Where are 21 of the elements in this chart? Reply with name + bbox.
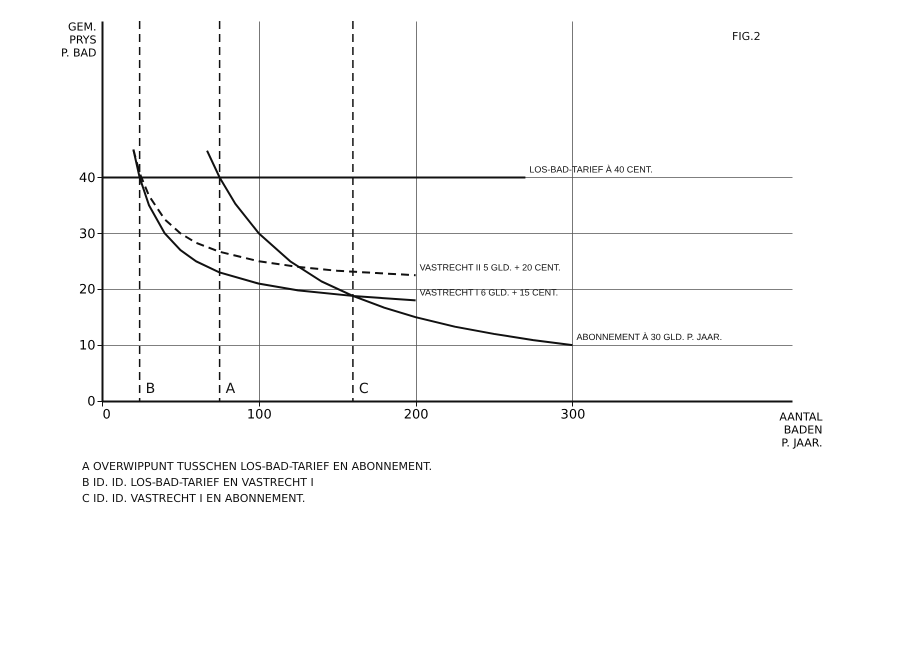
annotation: FIG.2 — [732, 30, 761, 43]
y-tick-label: 20 — [78, 282, 96, 298]
x-tick-label: 200 — [404, 408, 429, 422]
series-label: VASTRECHT II 5 GLD. + 20 CENT. — [420, 262, 561, 272]
x-axis-title: AANTAL BADEN P. JAAR. — [779, 410, 824, 450]
x-tick-label: 0 — [102, 408, 111, 422]
ref-line-label: B — [146, 381, 156, 397]
text: C ID. ID. VASTRECHT I EN ABONNEMENT. — [82, 492, 306, 505]
ref-line-label: C — [358, 381, 369, 397]
ref-line-label: A — [226, 381, 236, 397]
y-tick-label: 0 — [87, 394, 96, 410]
y-tick-label: 40 — [78, 170, 96, 186]
text: B ID. ID. LOS-BAD-TARIEF EN VASTRECHT I — [82, 476, 314, 489]
series-label: ABONNEMENT À 30 GLD. P. JAAR. — [576, 332, 722, 342]
text: A OVERWIPPUNT TUSSCHEN LOS-BAD-TARIEF EN ABONNEMENT. — [82, 460, 432, 473]
series-label: VASTRECHT I 6 GLD. + 15 CENT. — [420, 287, 558, 298]
x-tick-label: 300 — [560, 408, 586, 422]
y-tick-label: 30 — [78, 226, 96, 242]
y-axis-title: GEM. PRYS P. BAD — [61, 20, 97, 60]
y-tick-label: 10 — [78, 338, 96, 354]
x-tick-label: 100 — [246, 408, 272, 422]
